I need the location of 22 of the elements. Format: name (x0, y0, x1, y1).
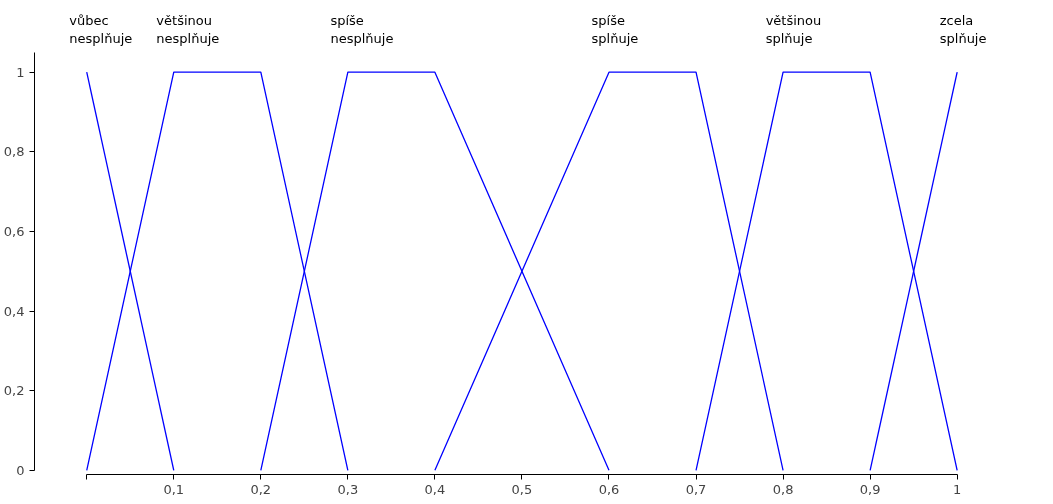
series-label: většinou nesplňuje (156, 12, 220, 47)
y-tick-label: 0,2 (3, 383, 25, 399)
x-tick-label: 1 (953, 481, 962, 497)
y-tick-label: 1 (16, 64, 25, 80)
y-tick-label: 0 (16, 462, 25, 478)
y-tick-label: 0,4 (3, 303, 25, 319)
x-tick-label: 0,6 (598, 481, 620, 497)
y-tick-label: 0,8 (3, 144, 25, 160)
x-tick-label: 0,5 (511, 481, 533, 497)
series-label: spíše nesplňuje (330, 12, 394, 47)
x-tick-label: 0,7 (685, 481, 707, 497)
x-tick-label: 0,1 (163, 481, 185, 497)
y-tick-label: 0,6 (3, 223, 25, 239)
x-tick-label: 0,2 (250, 481, 272, 497)
x-tick-label: 0,8 (772, 481, 794, 497)
text: vůbec nesplňuje (69, 12, 133, 47)
series-label: spíše splňuje (591, 12, 639, 47)
series-label: většinou splňuje (765, 12, 822, 47)
x-tick-label: 0,3 (337, 481, 359, 497)
x-tick-label: 0,9 (859, 481, 881, 497)
text: zcela splňuje (939, 12, 987, 47)
x-tick-label: 0,4 (424, 481, 446, 497)
